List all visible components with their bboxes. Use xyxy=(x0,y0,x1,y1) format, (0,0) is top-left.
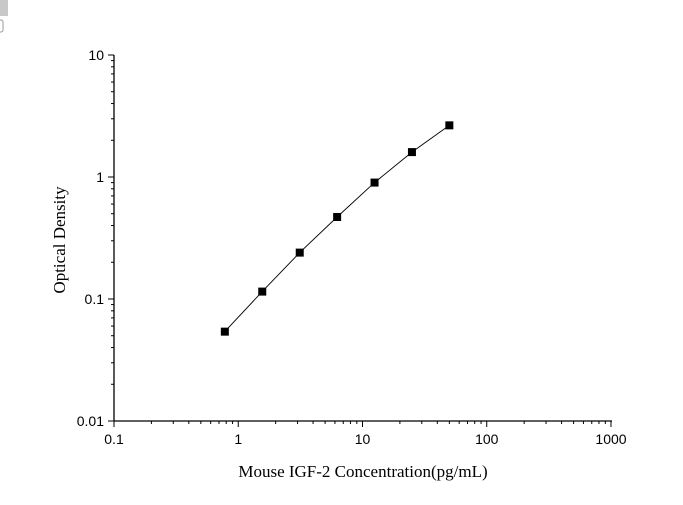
window-edge-decoration xyxy=(0,19,4,33)
y-tick-label: 10 xyxy=(88,47,104,63)
fit-curve xyxy=(224,125,450,332)
x-tick-label: 1000 xyxy=(595,431,626,447)
data-points xyxy=(220,121,454,336)
data-point xyxy=(445,121,454,130)
window-edge-decoration xyxy=(0,0,8,16)
x-tick-label: 1 xyxy=(234,431,242,447)
data-point xyxy=(295,248,304,257)
axes xyxy=(113,55,612,422)
data-point xyxy=(370,178,379,187)
x-tick-label: 0.1 xyxy=(104,431,124,447)
data-point xyxy=(407,148,416,157)
y-tick-label: 1 xyxy=(96,169,104,185)
x-axis-title: Mouse IGF-2 Concentration(pg/mL) xyxy=(238,462,487,481)
x-tick-label: 100 xyxy=(475,431,499,447)
x-tick-label: 10 xyxy=(355,431,371,447)
y-tick-label: 0.1 xyxy=(85,291,105,307)
data-point xyxy=(333,213,342,222)
y-tick-label: 0.01 xyxy=(77,413,104,429)
data-point xyxy=(220,327,229,336)
data-point xyxy=(258,287,267,296)
y-axis-title: Optical Density xyxy=(50,186,69,294)
